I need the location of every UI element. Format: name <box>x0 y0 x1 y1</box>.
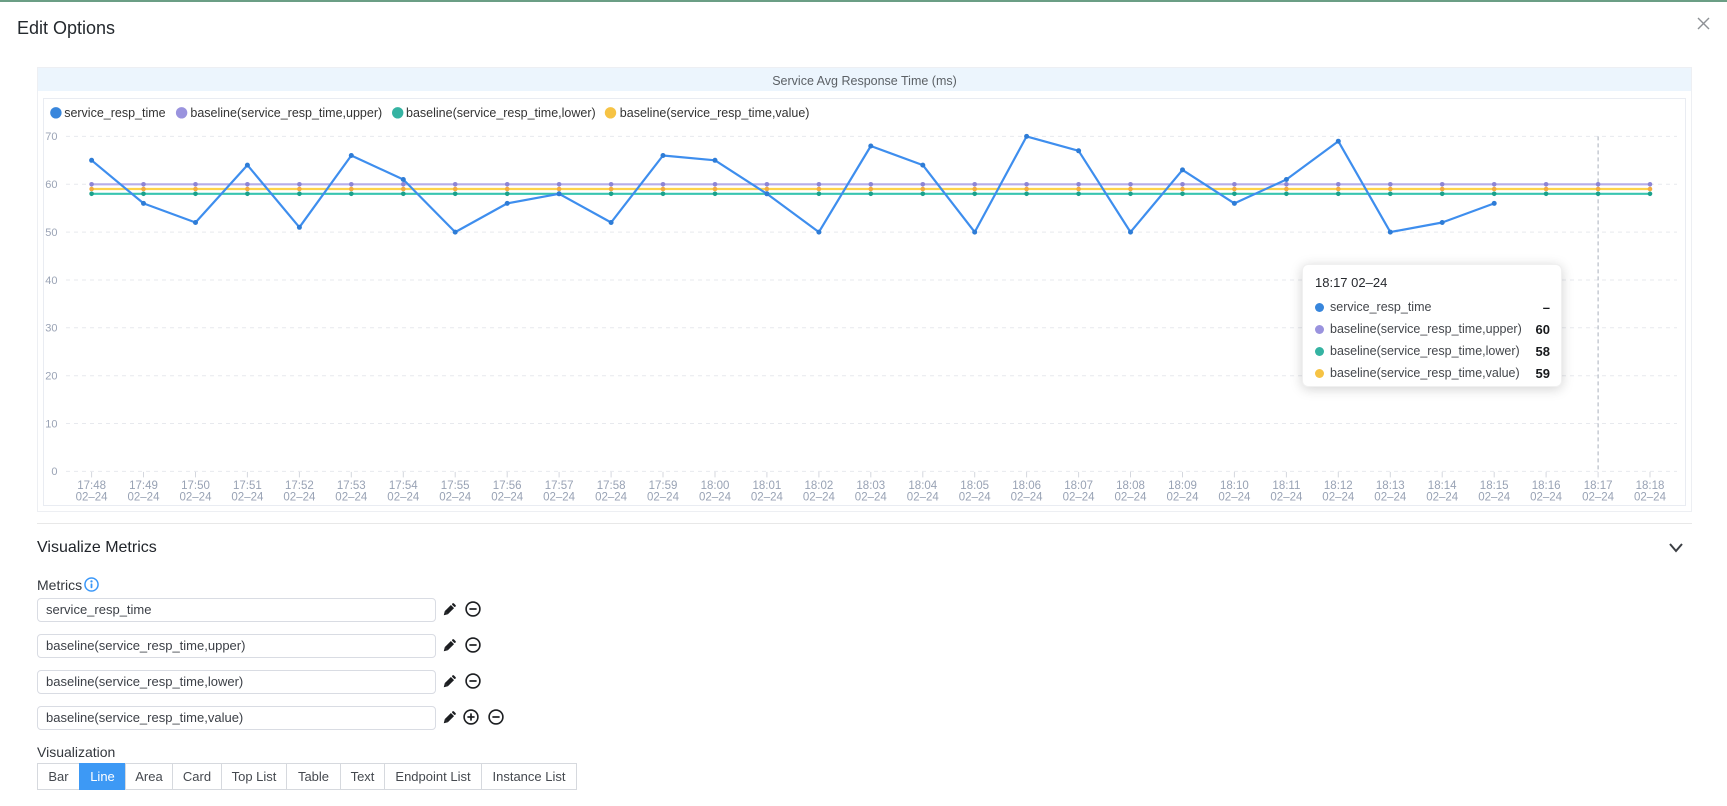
svg-text:02–24: 02–24 <box>491 492 524 504</box>
svg-text:10: 10 <box>45 418 57 430</box>
svg-text:0: 0 <box>51 466 57 478</box>
svg-text:18:12: 18:12 <box>1324 480 1353 492</box>
svg-text:18:11: 18:11 <box>1272 480 1300 492</box>
svg-text:18:16: 18:16 <box>1532 480 1561 492</box>
svg-text:baseline(service_resp_time,upp: baseline(service_resp_time,upper) <box>190 106 382 120</box>
svg-text:02–24: 02–24 <box>1478 492 1511 504</box>
svg-text:02–24: 02–24 <box>1322 492 1355 504</box>
svg-text:02–24: 02–24 <box>1115 492 1148 504</box>
svg-text:02–24: 02–24 <box>1634 492 1667 504</box>
svg-text:18:00: 18:00 <box>701 480 730 492</box>
svg-text:02–24: 02–24 <box>1063 492 1096 504</box>
svg-text:17:51: 17:51 <box>233 480 262 492</box>
svg-text:18:18: 18:18 <box>1636 480 1665 492</box>
svg-text:02–24: 02–24 <box>76 492 109 504</box>
svg-text:02–24: 02–24 <box>283 492 316 504</box>
svg-text:02–24: 02–24 <box>1011 492 1044 504</box>
svg-text:17:49: 17:49 <box>129 480 158 492</box>
svg-text:30: 30 <box>45 323 57 335</box>
svg-text:18:07: 18:07 <box>1064 480 1093 492</box>
svg-text:02–24: 02–24 <box>543 492 576 504</box>
svg-text:service_resp_time: service_resp_time <box>64 106 165 120</box>
svg-text:17:56: 17:56 <box>493 480 522 492</box>
svg-text:02–24: 02–24 <box>1218 492 1251 504</box>
svg-text:02–24: 02–24 <box>699 492 732 504</box>
svg-text:02–24: 02–24 <box>751 492 784 504</box>
svg-text:02–24: 02–24 <box>595 492 628 504</box>
svg-text:18:15: 18:15 <box>1480 480 1509 492</box>
svg-text:17:55: 17:55 <box>441 480 470 492</box>
svg-text:17:59: 17:59 <box>649 480 678 492</box>
svg-text:18:13: 18:13 <box>1376 480 1405 492</box>
svg-text:02–24: 02–24 <box>1582 492 1615 504</box>
svg-text:18:09: 18:09 <box>1168 480 1197 492</box>
svg-text:02–24: 02–24 <box>180 492 213 504</box>
svg-text:17:58: 17:58 <box>597 480 626 492</box>
svg-text:02–24: 02–24 <box>1426 492 1459 504</box>
svg-text:02–24: 02–24 <box>959 492 992 504</box>
svg-text:02–24: 02–24 <box>855 492 888 504</box>
svg-text:17:48: 17:48 <box>77 480 106 492</box>
svg-text:02–24: 02–24 <box>335 492 368 504</box>
svg-text:40: 40 <box>45 275 57 287</box>
svg-text:18:05: 18:05 <box>960 480 989 492</box>
svg-text:17:52: 17:52 <box>285 480 314 492</box>
svg-text:17:50: 17:50 <box>181 480 210 492</box>
svg-text:17:57: 17:57 <box>545 480 574 492</box>
svg-text:50: 50 <box>45 227 57 239</box>
svg-text:17:54: 17:54 <box>389 480 418 492</box>
svg-text:02–24: 02–24 <box>1167 492 1200 504</box>
svg-text:18:10: 18:10 <box>1220 480 1249 492</box>
svg-text:02–24: 02–24 <box>1530 492 1563 504</box>
svg-text:18:03: 18:03 <box>856 480 885 492</box>
svg-text:02–24: 02–24 <box>647 492 680 504</box>
svg-text:70: 70 <box>45 131 57 143</box>
svg-text:02–24: 02–24 <box>803 492 836 504</box>
svg-text:baseline(service_resp_time,low: baseline(service_resp_time,lower) <box>406 106 596 120</box>
svg-text:02–24: 02–24 <box>439 492 472 504</box>
svg-text:18:01: 18:01 <box>753 480 782 492</box>
svg-text:17:53: 17:53 <box>337 480 366 492</box>
svg-text:18:04: 18:04 <box>908 480 937 492</box>
svg-text:02–24: 02–24 <box>231 492 264 504</box>
svg-text:18:08: 18:08 <box>1116 480 1145 492</box>
svg-text:02–24: 02–24 <box>1374 492 1407 504</box>
svg-text:18:02: 18:02 <box>805 480 834 492</box>
svg-text:baseline(service_resp_time,val: baseline(service_resp_time,value) <box>620 106 810 120</box>
svg-text:02–24: 02–24 <box>387 492 420 504</box>
svg-text:20: 20 <box>45 371 57 383</box>
svg-text:60: 60 <box>45 179 57 191</box>
svg-text:02–24: 02–24 <box>907 492 940 504</box>
svg-text:18:17: 18:17 <box>1584 480 1613 492</box>
svg-text:18:06: 18:06 <box>1012 480 1041 492</box>
svg-text:18:14: 18:14 <box>1428 480 1457 492</box>
svg-text:02–24: 02–24 <box>1270 492 1303 504</box>
svg-text:02–24: 02–24 <box>128 492 161 504</box>
